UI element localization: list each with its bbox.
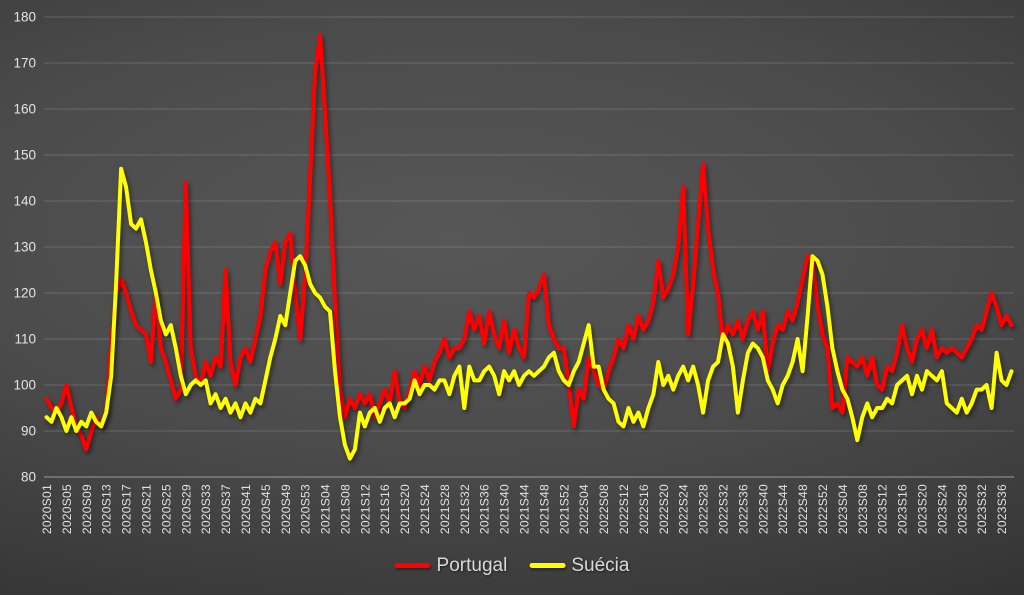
x-axis-tick-label: 2020S21	[139, 484, 153, 534]
x-axis-tick-label: 2021S48	[537, 484, 551, 534]
x-axis-tick-label: 2022S04	[577, 484, 591, 534]
y-axis-tick-label: 110	[14, 332, 36, 347]
x-axis-tick-label: 2022S36	[736, 484, 750, 534]
x-axis-tick-label: 2022S52	[816, 484, 830, 534]
x-axis-tick-label: 2023S04	[836, 484, 850, 534]
y-axis-tick-label: 130	[13, 240, 36, 255]
x-axis-tick-label: 2021S16	[378, 484, 392, 534]
series-line-portugal	[44, 33, 1014, 452]
x-axis-tick-label: 2020S25	[159, 484, 173, 534]
x-axis-tick-label: 2020S53	[299, 484, 313, 534]
legend-label-suecia: Suécia	[571, 555, 630, 576]
x-axis-tick-label: 2022S40	[756, 484, 770, 534]
x-axis-tick-label: 2023S12	[876, 484, 890, 534]
legend-item-portugal: Portugal	[394, 555, 508, 576]
legend: Portugal Suécia	[394, 555, 629, 576]
x-axis-tick-label: 2020S17	[120, 484, 134, 534]
x-axis-tick-label: 2020S01	[40, 484, 54, 534]
series-line-sucia	[44, 166, 1014, 461]
x-axis-tick-label: 2020S13	[100, 484, 114, 534]
x-axis-tick-label: 2021S24	[418, 484, 432, 534]
x-axis-tick-label: 2022S24	[677, 484, 691, 534]
x-axis-tick-label: 2022S08	[597, 484, 611, 534]
y-axis-tick-label: 80	[21, 470, 36, 485]
x-axis-tick-label: 2020S33	[199, 484, 213, 534]
x-axis-tick-label: 2022S16	[637, 484, 651, 534]
legend-swatch-portugal	[394, 563, 431, 568]
y-axis-tick-label: 120	[13, 286, 36, 301]
y-axis-tick-label: 170	[13, 56, 36, 71]
x-axis-tick-label: 2022S12	[617, 484, 631, 534]
legend-label-portugal: Portugal	[436, 555, 508, 576]
x-axis-tick-label: 2022S44	[776, 484, 790, 534]
x-axis-tick-label: 2021S08	[338, 484, 352, 534]
x-axis-tick-label: 2021S44	[518, 484, 532, 534]
x-axis-tick-label: 2020S49	[279, 484, 293, 534]
x-axis-tick-label: 2023S08	[856, 484, 870, 534]
legend-swatch-suecia	[529, 563, 566, 568]
x-axis-tick-label: 2021S36	[478, 484, 492, 534]
x-axis-tick-label: 2023S32	[975, 484, 989, 534]
x-axis-tick-label: 2023S24	[935, 484, 949, 534]
x-axis-tick-label: 2021S52	[557, 484, 571, 534]
x-axis-tick-label: 2021S12	[358, 484, 372, 534]
x-axis-tick-label: 2023S20	[915, 484, 929, 534]
x-axis-tick-label: 2021S28	[438, 484, 452, 534]
legend-item-suecia: Suécia	[529, 556, 629, 575]
y-axis-tick-label: 90	[21, 424, 36, 439]
x-axis-tick-label: 2020S45	[259, 484, 273, 534]
x-axis-tick-label: 2022S32	[717, 484, 731, 534]
y-axis-tick-label: 160	[13, 102, 36, 117]
y-axis-tick-label: 180	[13, 10, 36, 25]
x-axis-tick-label: 2020S09	[80, 484, 94, 534]
x-axis-tick-label: 2021S04	[319, 484, 333, 534]
x-axis-tick-label: 2022S28	[697, 484, 711, 534]
x-axis-tick-label: 2022S20	[657, 484, 671, 534]
x-axis-tick-label: 2020S37	[219, 484, 233, 534]
y-axis-tick-label: 150	[13, 148, 36, 163]
x-axis-tick-label: 2021S32	[458, 484, 472, 534]
x-axis-tick-label: 2020S05	[60, 484, 74, 534]
x-axis-tick-label: 2021S20	[398, 484, 412, 534]
y-axis-tick-label: 100	[13, 378, 36, 393]
x-axis-tick-label: 2020S41	[239, 484, 253, 534]
x-axis-tick-label: 2023S16	[896, 484, 910, 534]
y-axis-tick-label: 140	[13, 194, 36, 209]
x-axis-tick-label: 2020S29	[179, 484, 193, 534]
x-axis-tick-label: 2021S40	[498, 484, 512, 534]
x-axis-tick-label: 2023S28	[955, 484, 969, 534]
x-axis-tick-label: 2022S48	[796, 484, 810, 534]
x-axis-tick-label: 2023S36	[995, 484, 1009, 534]
